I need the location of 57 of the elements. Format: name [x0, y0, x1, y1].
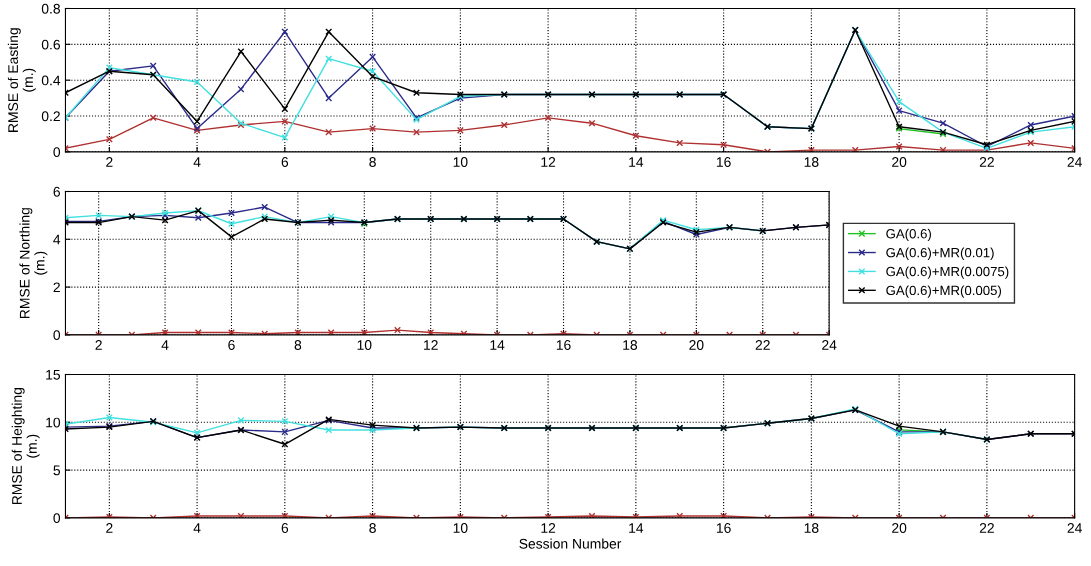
x-tick-label: 16: [556, 340, 571, 350]
legend-label: GA(0.6)+MR(0.01): [886, 247, 994, 260]
x-tick-label: 22: [979, 157, 994, 167]
x-tick-label: 14: [490, 340, 505, 350]
x-tick-label: 16: [716, 157, 731, 167]
x-tick-label: 10: [357, 340, 372, 350]
x-tick-label: 16: [716, 523, 731, 533]
x-tick-label: 10: [453, 157, 468, 167]
legend-label: GA(0.6)+MR(0.005): [886, 285, 1002, 298]
x-tick-label: 18: [623, 340, 638, 350]
y-tick-label: 4: [53, 234, 61, 245]
x-tick-label: 4: [161, 340, 169, 350]
x-tick-label: 22: [979, 523, 994, 533]
x-axis-title: Session Number: [519, 538, 622, 549]
legend-label: GA(0.6): [886, 228, 931, 241]
y-tick-label: 0: [53, 147, 61, 158]
x-tick-label: 24: [822, 340, 837, 350]
x-tick-label: 20: [892, 157, 907, 167]
x-tick-label: 14: [629, 157, 644, 167]
x-tick-label: 20: [689, 340, 704, 350]
x-tick-label: 8: [369, 523, 376, 533]
y-tick-label: 6: [53, 186, 60, 197]
x-tick-label: 2: [106, 523, 113, 533]
x-tick-label: 2: [95, 340, 102, 350]
x-tick-label: 8: [369, 157, 376, 167]
y-tick-label: 5: [53, 465, 61, 476]
x-tick-label: 22: [755, 340, 770, 350]
y-tick-label: 0.8: [41, 3, 60, 14]
y-tick-label: 0: [53, 513, 61, 524]
x-tick-label: 4: [193, 157, 201, 167]
legend-label: GA(0.6)+MR(0.0075): [886, 266, 1009, 279]
y-axis-title: RMSE of Heighting (m.): [11, 388, 40, 505]
y-tick-label: 2: [53, 282, 60, 293]
y-tick-label: 0.2: [41, 111, 60, 122]
x-tick-label: 20: [892, 523, 907, 533]
x-tick-label: 6: [281, 157, 289, 167]
x-tick-label: 18: [804, 523, 819, 533]
x-tick-label: 10: [453, 523, 468, 533]
x-tick-label: 2: [106, 157, 113, 167]
x-tick-label: 24: [1067, 157, 1082, 167]
x-tick-label: 4: [193, 523, 201, 533]
x-tick-label: 12: [541, 523, 556, 533]
x-tick-label: 24: [1067, 523, 1082, 533]
y-tick-label: 0.4: [41, 75, 61, 86]
x-tick-label: 14: [629, 523, 644, 533]
y-tick-label: 15: [46, 369, 61, 380]
x-tick-label: 6: [281, 523, 289, 533]
x-tick-label: 8: [294, 340, 302, 350]
y-tick-label: 10: [46, 417, 61, 428]
y-axis-title: RMSE of Easting (m.): [7, 28, 36, 132]
y-tick-label: 0: [53, 330, 61, 341]
x-tick-label: 12: [424, 340, 438, 350]
y-axis-title: RMSE of Northing (m.): [19, 208, 48, 319]
x-tick-label: 6: [228, 340, 235, 350]
x-tick-label: 18: [804, 157, 819, 167]
y-tick-label: 0.6: [41, 39, 60, 50]
x-tick-label: 12: [541, 157, 556, 167]
